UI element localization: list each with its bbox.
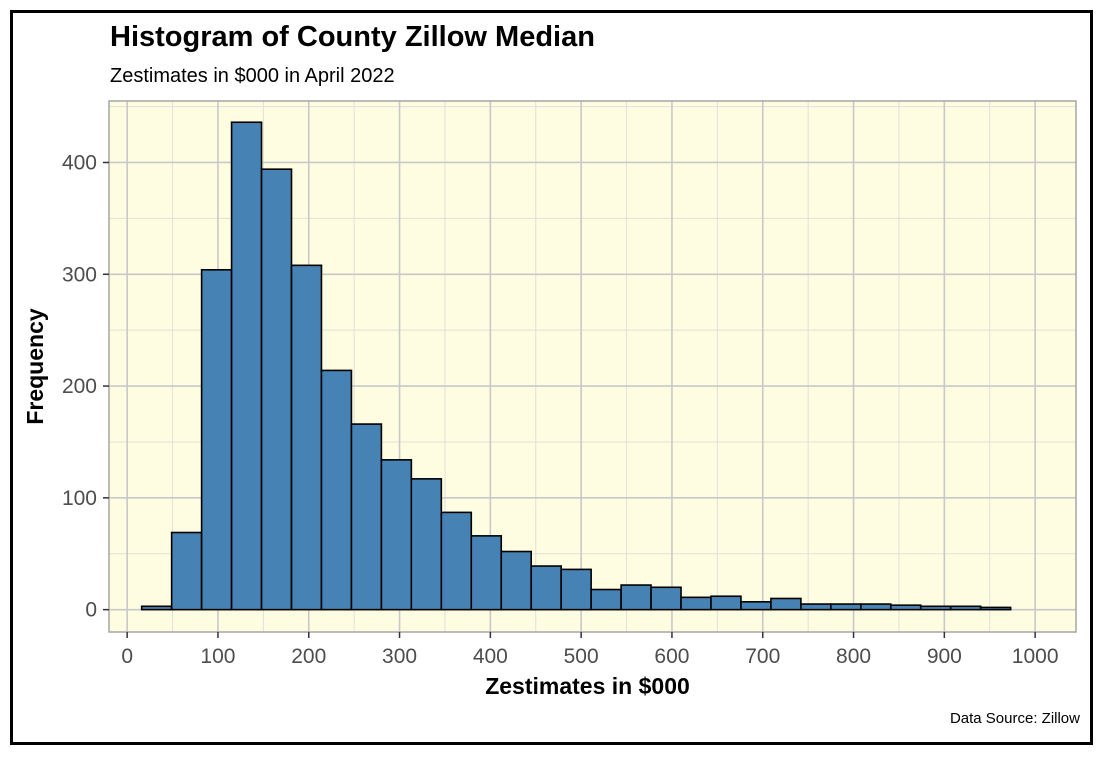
chart-subtitle: Zestimates in $000 in April 2022 bbox=[110, 65, 395, 87]
x-tick-label: 100 bbox=[200, 645, 235, 668]
x-tick-label: 1000 bbox=[1012, 645, 1059, 668]
histogram-bar bbox=[170, 531, 203, 611]
histogram-bar bbox=[350, 423, 383, 611]
x-tick-label: 600 bbox=[654, 645, 689, 668]
histogram-bar bbox=[500, 550, 533, 611]
chart-caption: Data Source: Zillow bbox=[949, 710, 1080, 727]
histogram-bar bbox=[140, 605, 173, 611]
histogram-bar bbox=[710, 595, 742, 611]
histogram-bar bbox=[860, 603, 892, 611]
x-tick-label: 800 bbox=[836, 645, 871, 668]
histogram-bar bbox=[440, 511, 473, 611]
x-tick-label: 700 bbox=[745, 645, 780, 668]
histogram-bar bbox=[200, 269, 233, 611]
y-tick-label: 100 bbox=[62, 487, 97, 510]
histogram-bar bbox=[800, 603, 832, 611]
histogram-bar bbox=[979, 606, 1012, 611]
histogram-bar bbox=[740, 601, 772, 611]
histogram-bar bbox=[290, 264, 323, 611]
histogram-bar bbox=[560, 568, 592, 611]
histogram-bar bbox=[230, 121, 263, 611]
x-axis-title: Zestimates in $000 bbox=[485, 673, 690, 699]
histogram-bar bbox=[260, 168, 293, 611]
histogram-bar bbox=[680, 596, 712, 611]
y-axis-title: Frequency bbox=[22, 308, 48, 425]
histogram-bar bbox=[919, 605, 952, 611]
histogram-bar bbox=[830, 603, 862, 611]
x-tick-label: 200 bbox=[291, 645, 326, 668]
x-axis: 0 100 200 300 400 500 600 700 800 900 1000 bbox=[121, 632, 1059, 668]
histogram-bar bbox=[380, 459, 413, 611]
x-tick-label: 500 bbox=[564, 645, 599, 668]
histogram-bar bbox=[889, 604, 922, 611]
x-tick-label: 400 bbox=[473, 645, 508, 668]
y-tick-label: 200 bbox=[62, 375, 97, 398]
plot-border bbox=[108, 100, 1077, 633]
chart-title: Histogram of County Zillow Median bbox=[110, 21, 595, 53]
histogram-bar bbox=[620, 584, 652, 611]
histogram-bar bbox=[770, 597, 802, 611]
histogram-bar bbox=[650, 586, 682, 611]
y-tick-label: 400 bbox=[62, 151, 97, 174]
histogram-bars bbox=[140, 121, 1012, 611]
x-tick-label: 900 bbox=[927, 645, 962, 668]
x-tick-label: 300 bbox=[382, 645, 417, 668]
y-tick-label: 300 bbox=[62, 263, 97, 286]
histogram-bar bbox=[590, 588, 622, 611]
x-tick-label: 0 bbox=[121, 645, 133, 668]
histogram-bar bbox=[320, 369, 353, 611]
y-axis: 0 100 200 300 400 bbox=[62, 151, 109, 622]
histogram-bar bbox=[530, 565, 562, 611]
histogram-bar bbox=[949, 605, 982, 611]
histogram-bar bbox=[410, 478, 443, 611]
y-tick-label: 0 bbox=[85, 599, 97, 622]
histogram-bar bbox=[470, 535, 503, 611]
